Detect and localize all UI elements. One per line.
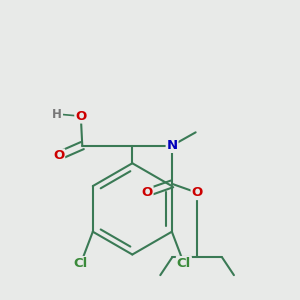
Text: O: O [141, 186, 153, 199]
Text: Cl: Cl [74, 257, 88, 270]
Text: O: O [53, 149, 64, 162]
Text: O: O [75, 110, 86, 123]
Text: O: O [191, 186, 203, 199]
Text: H: H [52, 108, 62, 121]
Text: N: N [167, 139, 178, 152]
Text: Cl: Cl [177, 257, 191, 270]
